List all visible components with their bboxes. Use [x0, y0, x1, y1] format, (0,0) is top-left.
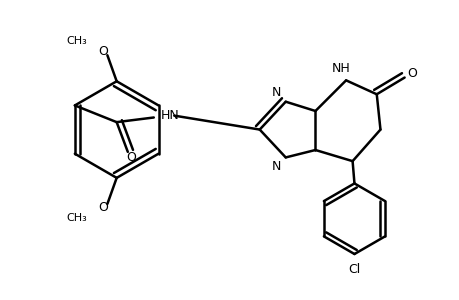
Text: N: N: [271, 86, 280, 99]
Text: CH₃: CH₃: [66, 213, 87, 223]
Text: Cl: Cl: [347, 263, 360, 276]
Text: N: N: [271, 160, 280, 173]
Text: HN: HN: [160, 109, 179, 122]
Text: O: O: [126, 151, 136, 164]
Text: O: O: [406, 67, 416, 80]
Text: NH: NH: [331, 62, 350, 75]
Text: CH₃: CH₃: [66, 36, 87, 46]
Text: O: O: [99, 45, 108, 58]
Text: O: O: [99, 201, 108, 214]
